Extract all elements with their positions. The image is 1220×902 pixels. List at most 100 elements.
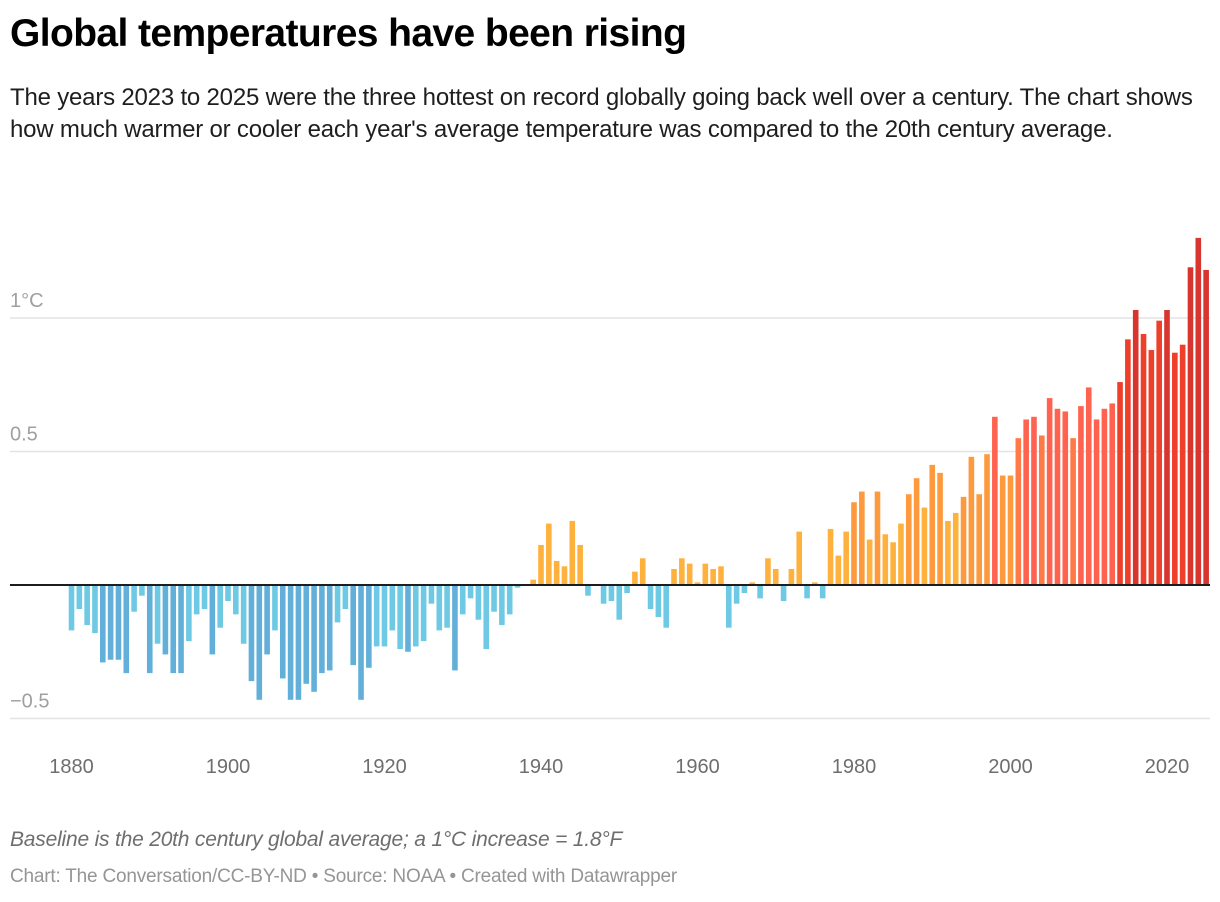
bar-1917 bbox=[358, 585, 364, 700]
bar-1946 bbox=[585, 585, 591, 596]
bar-1918 bbox=[366, 585, 372, 668]
bar-1927 bbox=[436, 585, 443, 631]
bar-1997 bbox=[984, 454, 990, 585]
bar-chart: 1°C 0.5 −0.5 1880 1900 1920 1940 1960 1980 2000 2… bbox=[10, 237, 1210, 778]
bar-1971 bbox=[780, 585, 787, 602]
bar-1990 bbox=[929, 464, 936, 585]
bar-1967 bbox=[749, 582, 756, 585]
bar-1998 bbox=[992, 416, 998, 585]
x-axis: 1880 1900 1920 1940 1960 1980 2000 2020 bbox=[49, 756, 1189, 778]
bar-1906 bbox=[272, 585, 278, 631]
bar-2008 bbox=[1070, 438, 1076, 585]
bar-1904 bbox=[256, 585, 263, 700]
bar-1976 bbox=[819, 585, 826, 599]
bar-1940 bbox=[538, 544, 544, 585]
bar-2021 bbox=[1172, 352, 1178, 585]
bar-1983 bbox=[874, 491, 881, 585]
gridlines bbox=[10, 317, 1210, 720]
bar-1956 bbox=[663, 585, 669, 628]
chart-subtitle: The years 2023 to 2025 were the three ho… bbox=[10, 84, 1193, 143]
x-tick-label: 1880 bbox=[49, 756, 94, 778]
bar-1972 bbox=[788, 568, 795, 585]
bar-1973 bbox=[796, 531, 803, 585]
bar-1982 bbox=[866, 539, 873, 585]
y-tick-label: 1°C bbox=[10, 290, 44, 312]
bar-1959 bbox=[686, 563, 693, 585]
bar-1902 bbox=[240, 585, 247, 644]
bar-1945 bbox=[577, 544, 583, 585]
x-tick-label: 1920 bbox=[362, 756, 407, 778]
bar-1979 bbox=[843, 531, 849, 585]
bar-1981 bbox=[859, 491, 865, 585]
bar-1898 bbox=[209, 585, 216, 655]
bar-1933 bbox=[483, 585, 490, 650]
bar-1893 bbox=[170, 585, 177, 674]
bar-1890 bbox=[146, 585, 153, 674]
bar-1952 bbox=[632, 571, 638, 585]
bar-1929 bbox=[452, 585, 458, 671]
bar-1941 bbox=[546, 523, 552, 585]
bar-2002 bbox=[1023, 419, 1029, 585]
bar-1937 bbox=[514, 585, 521, 588]
bar-1996 bbox=[976, 494, 982, 585]
chart-credit: Chart: The Conversation/CC-BY-ND • Sourc… bbox=[10, 866, 677, 887]
bar-1882 bbox=[84, 585, 90, 626]
bar-2009 bbox=[1078, 406, 1084, 585]
bar-1944 bbox=[569, 520, 576, 585]
bar-1963 bbox=[718, 566, 724, 585]
bar-2005 bbox=[1046, 398, 1053, 585]
bar-1894 bbox=[178, 585, 184, 674]
bar-1949 bbox=[608, 585, 615, 602]
bar-2017 bbox=[1140, 334, 1147, 585]
bar-2025 bbox=[1203, 269, 1209, 585]
bar-1903 bbox=[248, 585, 255, 682]
bar-1953 bbox=[639, 558, 646, 585]
bar-1920 bbox=[381, 585, 388, 647]
bar-1991 bbox=[937, 472, 943, 585]
bar-1950 bbox=[616, 585, 623, 620]
bar-1962 bbox=[710, 568, 716, 585]
x-tick-label: 1900 bbox=[206, 756, 251, 778]
bar-1923 bbox=[405, 585, 411, 652]
bar-1943 bbox=[561, 566, 568, 585]
bar-1921 bbox=[389, 585, 396, 631]
bar-1960 bbox=[694, 582, 701, 585]
chart-note: Baseline is the 20th century global aver… bbox=[10, 828, 623, 851]
y-axis: 1°C 0.5 −0.5 bbox=[10, 290, 49, 713]
bar-1992 bbox=[945, 520, 951, 585]
bar-1961 bbox=[702, 563, 709, 585]
bar-1931 bbox=[467, 585, 474, 599]
bar-2018 bbox=[1148, 350, 1155, 585]
bar-2022 bbox=[1179, 344, 1186, 585]
bar-1901 bbox=[233, 585, 239, 615]
bar-2013 bbox=[1109, 403, 1116, 585]
chart-title: Global temperatures have been rising bbox=[10, 12, 687, 55]
bar-1886 bbox=[115, 585, 122, 660]
bar-2006 bbox=[1054, 408, 1061, 585]
bar-1975 bbox=[812, 582, 818, 585]
bar-1936 bbox=[506, 585, 513, 615]
bar-1889 bbox=[139, 585, 145, 596]
bar-1957 bbox=[671, 568, 677, 585]
bar-1968 bbox=[757, 585, 763, 599]
bar-1994 bbox=[960, 496, 967, 585]
bar-1964 bbox=[726, 585, 732, 628]
bar-1974 bbox=[804, 585, 810, 599]
bar-1885 bbox=[107, 585, 114, 660]
bar-1988 bbox=[913, 478, 920, 585]
bar-1970 bbox=[772, 568, 779, 585]
bar-1919 bbox=[373, 585, 380, 647]
bar-1905 bbox=[264, 585, 270, 655]
x-tick-label: 1980 bbox=[832, 756, 877, 778]
bar-1969 bbox=[765, 558, 771, 585]
bar-1928 bbox=[444, 585, 450, 628]
bar-1888 bbox=[131, 585, 137, 612]
bar-1954 bbox=[647, 585, 654, 610]
y-tick-label: 0.5 bbox=[10, 424, 38, 446]
bar-1966 bbox=[741, 585, 748, 594]
y-tick-label: −0.5 bbox=[10, 691, 49, 713]
bar-1911 bbox=[311, 585, 317, 692]
bar-1881 bbox=[76, 585, 83, 610]
bar-1900 bbox=[225, 585, 231, 602]
bar-1913 bbox=[326, 585, 333, 671]
